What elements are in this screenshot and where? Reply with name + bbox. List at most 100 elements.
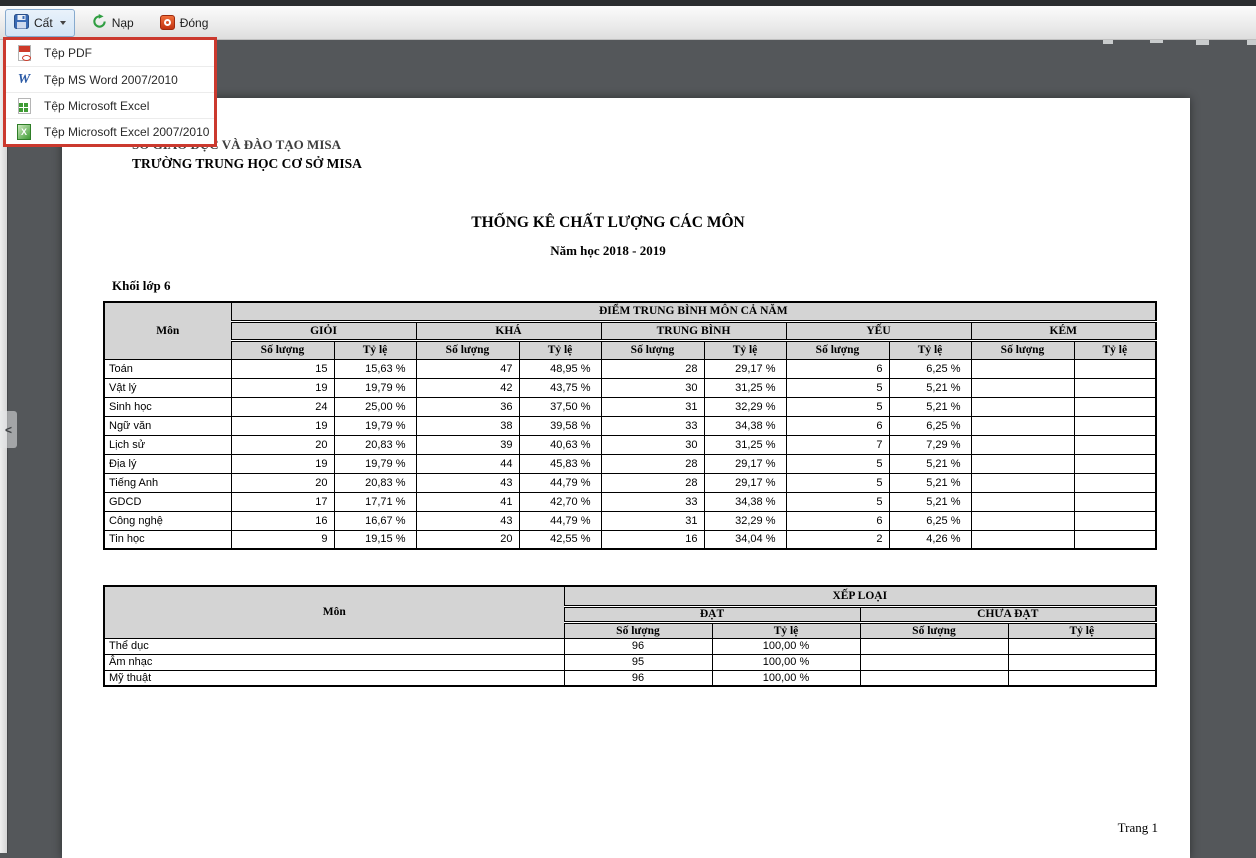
save-button-label: Cất bbox=[34, 15, 53, 30]
quantity-cell: 16 bbox=[230, 510, 335, 531]
window-control-remnant bbox=[1196, 40, 1209, 45]
sub-header: Số lượng bbox=[859, 621, 1009, 639]
table-row: Ngữ văn 19 19,79 % 38 39,58 % 33 34,38 % 6 6,25 … bbox=[103, 415, 1157, 436]
percentage-cell: 39,58 % bbox=[518, 415, 602, 436]
score-table-body: Toán 15 15,63 % 47 48,95 % 28 29,17 % 6 6,25 % Vậ… bbox=[103, 358, 1157, 550]
export-menu-item[interactable]: Tệp Microsoft Excel 2007/2010 bbox=[6, 118, 214, 144]
org-line-2: TRƯỜNG TRUNG HỌC CƠ SỞ MISA bbox=[132, 156, 362, 171]
subject-cell: Vật lý bbox=[103, 377, 232, 398]
quantity-cell bbox=[970, 529, 1075, 550]
panel-collapse-handle[interactable]: < bbox=[0, 411, 17, 448]
quantity-cell: 6 bbox=[785, 358, 890, 379]
sub-header: Số lượng bbox=[970, 339, 1075, 360]
percentage-cell: 45,83 % bbox=[518, 453, 602, 474]
subject-cell: Ngữ văn bbox=[103, 415, 232, 436]
quantity-cell: 43 bbox=[415, 510, 520, 531]
table-row: GDCD 17 17,71 % 41 42,70 % 33 34,38 % 5 5,21 % bbox=[103, 491, 1157, 512]
quantity-cell: 19 bbox=[230, 377, 335, 398]
sub-header: Tỷ lệ bbox=[888, 339, 972, 360]
load-button[interactable]: Nạp bbox=[83, 9, 143, 37]
percentage-cell: 42,70 % bbox=[518, 491, 602, 512]
percentage-cell: 100,00 % bbox=[711, 669, 861, 687]
sub-header: Số lượng bbox=[785, 339, 890, 360]
percentage-cell: 44,79 % bbox=[518, 472, 602, 493]
quantity-cell bbox=[970, 510, 1075, 531]
percentage-cell bbox=[1073, 472, 1157, 493]
group-header: KHÁ bbox=[415, 320, 602, 342]
sub-header: Số lượng bbox=[563, 621, 713, 639]
score-statistics-table: Môn ĐIỂM TRUNG BÌNH MÔN CẢ NĂM GIỎI KHÁ … bbox=[103, 301, 1158, 550]
quantity-cell bbox=[970, 453, 1075, 474]
percentage-cell: 44,79 % bbox=[518, 510, 602, 531]
quantity-cell: 28 bbox=[600, 472, 705, 493]
quantity-cell bbox=[859, 653, 1009, 671]
export-menu-item-label: Tệp PDF bbox=[44, 46, 93, 60]
percentage-cell: 31,25 % bbox=[703, 434, 787, 455]
table-row: Lịch sử 20 20,83 % 39 40,63 % 30 31,25 % 7 7,29 … bbox=[103, 434, 1157, 455]
table-row: Vật lý 19 19,79 % 42 43,75 % 30 31,25 % 5 5,21 % bbox=[103, 377, 1157, 398]
chevron-left-icon: < bbox=[4, 422, 12, 437]
percentage-cell: 34,04 % bbox=[703, 529, 787, 550]
quantity-cell: 24 bbox=[230, 396, 335, 417]
percentage-cell bbox=[1007, 669, 1157, 687]
quantity-cell: 42 bbox=[415, 377, 520, 398]
percentage-cell: 19,79 % bbox=[333, 377, 417, 398]
subject-cell: Âm nhạc bbox=[103, 653, 565, 671]
quantity-cell: 5 bbox=[785, 453, 890, 474]
quantity-cell: 20 bbox=[230, 472, 335, 493]
report-title-block: THỐNG KÊ CHẤT LƯỢNG CÁC MÔN Năm học 2018… bbox=[62, 214, 1154, 259]
sub-header: Tỷ lệ bbox=[518, 339, 602, 360]
save-button[interactable]: Cất bbox=[5, 8, 75, 37]
span-header-average-score: ĐIỂM TRUNG BÌNH MÔN CẢ NĂM bbox=[230, 301, 1157, 323]
percentage-cell: 20,83 % bbox=[333, 434, 417, 455]
close-button[interactable]: Đóng bbox=[151, 10, 218, 35]
percentage-cell bbox=[1007, 637, 1157, 655]
sub-header: Tỷ lệ bbox=[1073, 339, 1157, 360]
quantity-cell: 95 bbox=[563, 653, 713, 671]
preview-workspace: < SỞ GIÁO DỤC VÀ ĐÀO TẠO MISA TRƯỜNG TRU… bbox=[0, 40, 1256, 858]
excel-2007-file-icon bbox=[14, 123, 34, 140]
quantity-cell: 5 bbox=[785, 491, 890, 512]
quantity-cell: 30 bbox=[600, 377, 705, 398]
window-control-remnant bbox=[1103, 40, 1113, 44]
sub-header: Tỷ lệ bbox=[711, 621, 861, 639]
percentage-cell: 5,21 % bbox=[888, 491, 972, 512]
percentage-cell bbox=[1073, 491, 1157, 512]
sub-header: Tỷ lệ bbox=[703, 339, 787, 360]
percentage-cell bbox=[1073, 529, 1157, 550]
subject-cell: Địa lý bbox=[103, 453, 232, 474]
group-header: TRUNG BÌNH bbox=[600, 320, 787, 342]
quantity-cell bbox=[970, 358, 1075, 379]
percentage-cell: 19,79 % bbox=[333, 415, 417, 436]
quantity-cell bbox=[970, 396, 1075, 417]
quantity-cell bbox=[970, 472, 1075, 493]
percentage-cell: 37,50 % bbox=[518, 396, 602, 417]
quantity-cell bbox=[859, 637, 1009, 655]
subject-cell: Tiếng Anh bbox=[103, 472, 232, 493]
word-file-icon bbox=[14, 72, 34, 88]
window-top-strip bbox=[0, 0, 1256, 6]
subject-cell: Tin học bbox=[103, 529, 232, 550]
pdf-file-icon bbox=[14, 45, 34, 61]
quantity-cell: 2 bbox=[785, 529, 890, 550]
floppy-disk-icon bbox=[14, 13, 29, 32]
toolbar: Cất Nạp Đóng bbox=[0, 6, 1256, 40]
percentage-cell bbox=[1073, 415, 1157, 436]
table-row: Toán 15 15,63 % 47 48,95 % 28 29,17 % 6 6,25 % bbox=[103, 358, 1157, 379]
window-control-remnant bbox=[1247, 40, 1256, 45]
table-row: Mỹ thuật 96 100,00 % bbox=[103, 669, 1157, 687]
quantity-cell: 33 bbox=[600, 415, 705, 436]
export-menu-item[interactable]: Tệp MS Word 2007/2010 bbox=[6, 66, 214, 92]
percentage-cell: 16,67 % bbox=[333, 510, 417, 531]
percentage-cell: 17,71 % bbox=[333, 491, 417, 512]
group-header: YẾU bbox=[785, 320, 972, 342]
percentage-cell: 34,38 % bbox=[703, 491, 787, 512]
percentage-cell: 32,29 % bbox=[703, 510, 787, 531]
export-menu-item[interactable]: Tệp PDF bbox=[6, 40, 214, 66]
classification-table: Môn XẾP LOẠI ĐẠT CHƯA ĐẠT Số lượng Tỷ lệ… bbox=[103, 585, 1158, 687]
table-row: Tin học 9 19,15 % 20 42,55 % 16 34,04 % 2 4,26 % bbox=[103, 529, 1157, 550]
classification-table-body: Thể dục 96 100,00 % Âm nhạc 95 100,00 % Mỹ thu… bbox=[103, 637, 1157, 687]
column-header-subject: Môn bbox=[103, 585, 565, 639]
percentage-cell: 29,17 % bbox=[703, 453, 787, 474]
export-menu-item[interactable]: Tệp Microsoft Excel bbox=[6, 92, 214, 118]
